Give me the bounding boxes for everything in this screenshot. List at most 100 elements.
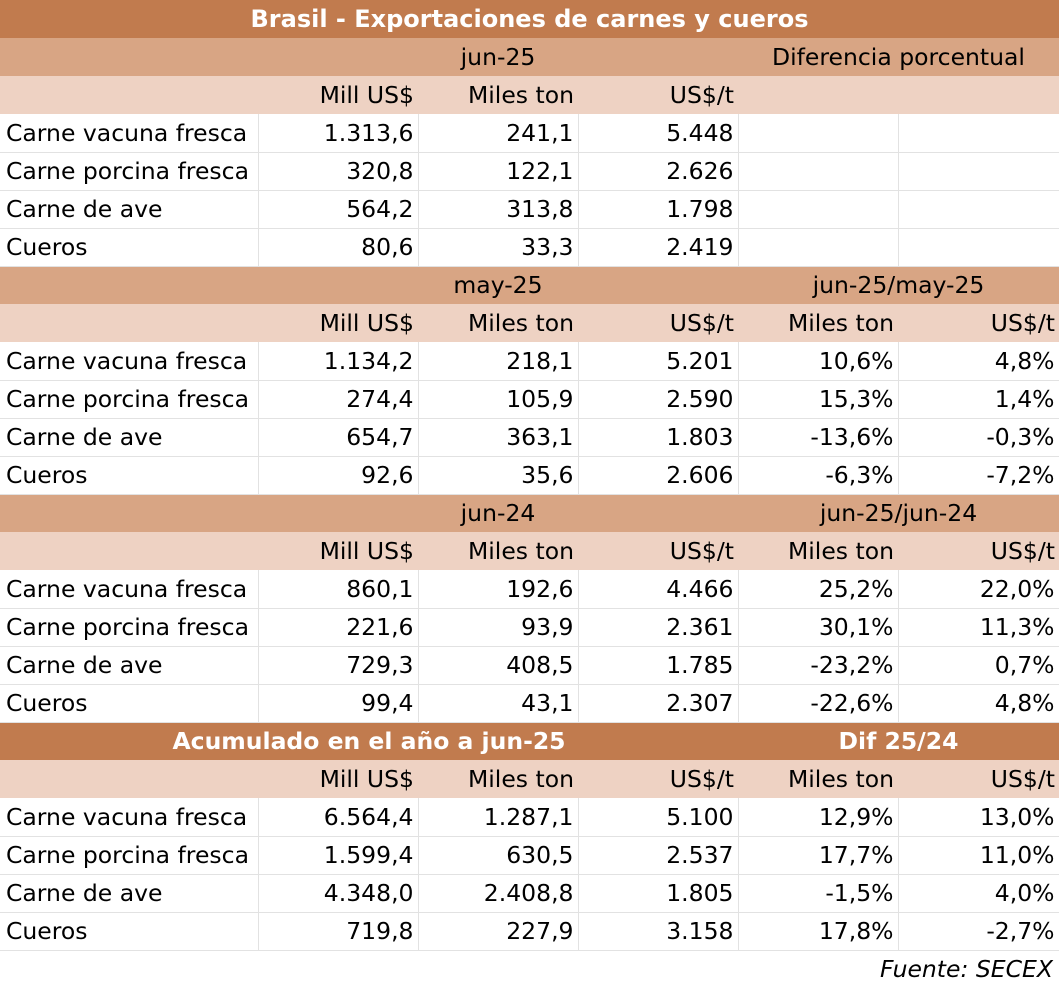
- row-label: Cueros: [0, 456, 259, 495]
- table-cell: 80,6: [258, 228, 419, 267]
- table-cell: 241,1: [418, 114, 579, 153]
- column-header: Miles ton: [418, 532, 578, 570]
- table-cell: [738, 152, 899, 191]
- table-row: Cueros 719,8 227,9 3.158 17,8% -2,7%: [0, 912, 1059, 951]
- column-header: US$/t: [578, 532, 738, 570]
- row-label: Carne vacuna fresca: [0, 798, 259, 837]
- table-cell: 99,4: [258, 684, 419, 723]
- column-header: Miles ton: [418, 760, 578, 798]
- row-label: Carne porcina fresca: [0, 608, 259, 647]
- table-cell: 122,1: [418, 152, 579, 191]
- table-cell: 43,1: [418, 684, 579, 723]
- column-header: Mill US$: [258, 76, 418, 114]
- section-header-row: jun-24 jun-25/jun-24: [0, 494, 1059, 532]
- row-label: Carne porcina fresca: [0, 152, 259, 191]
- table-cell: 1.134,2: [258, 342, 419, 381]
- column-header: US$/t: [898, 532, 1059, 570]
- table-cell: 218,1: [418, 342, 579, 381]
- table-cell: 274,4: [258, 380, 419, 419]
- table-cell: 2.537: [578, 836, 739, 875]
- table-cell: 2.590: [578, 380, 739, 419]
- title-row: Brasil - Exportaciones de carnes y cuero…: [0, 0, 1059, 38]
- table-row: Carne porcina fresca 221,6 93,9 2.361 30,1% 1…: [0, 608, 1059, 647]
- row-label: Carne de ave: [0, 418, 259, 457]
- table-cell: 719,8: [258, 912, 419, 951]
- table-cell: 4.348,0: [258, 874, 419, 913]
- section-header-blank: [0, 494, 258, 532]
- table-cell: 25,2%: [738, 570, 899, 609]
- section-diff-label: jun-25/jun-24: [738, 494, 1059, 532]
- table-cell: 320,8: [258, 152, 419, 191]
- section-period: may-25: [258, 266, 738, 304]
- table-cell: [898, 152, 1059, 191]
- table-cell: 17,8%: [738, 912, 899, 951]
- table-cell: 3.158: [578, 912, 739, 951]
- section-diff-label: Dif 25/24: [738, 722, 1059, 760]
- section-header-row: jun-25 Diferencia porcentual: [0, 38, 1059, 76]
- table-cell: 4,0%: [898, 874, 1059, 913]
- table-cell: -7,2%: [898, 456, 1059, 495]
- column-header: US$/t: [578, 76, 738, 114]
- table-cell: 2.626: [578, 152, 739, 191]
- table-row: Carne vacuna fresca 860,1 192,6 4.466 25,2% 2…: [0, 570, 1059, 609]
- row-label: Carne de ave: [0, 190, 259, 229]
- section-header-row: Acumulado en el año a jun-25 Dif 25/24: [0, 722, 1059, 760]
- source-note: Fuente: SECEX: [880, 955, 1053, 984]
- table-cell: -6,3%: [738, 456, 899, 495]
- table-cell: 13,0%: [898, 798, 1059, 837]
- table-cell: 1.785: [578, 646, 739, 685]
- row-label: Carne de ave: [0, 874, 259, 913]
- table-cell: 35,6: [418, 456, 579, 495]
- row-label: Carne porcina fresca: [0, 836, 259, 875]
- table-cell: 2.307: [578, 684, 739, 723]
- table-cell: 22,0%: [898, 570, 1059, 609]
- table-cell: 10,6%: [738, 342, 899, 381]
- table-cell: 4,8%: [898, 684, 1059, 723]
- table-cell: 30,1%: [738, 608, 899, 647]
- row-label: Cueros: [0, 912, 259, 951]
- table-cell: 1.798: [578, 190, 739, 229]
- row-label: Carne porcina fresca: [0, 380, 259, 419]
- table-cell: 5.201: [578, 342, 739, 381]
- table-cell: 729,3: [258, 646, 419, 685]
- table-cell: 408,5: [418, 646, 579, 685]
- table-cell: 5.100: [578, 798, 739, 837]
- column-header-blank: [0, 760, 258, 798]
- column-header-row: Mill US$ Miles ton US$/t Miles ton US$/t: [0, 532, 1059, 570]
- table-row: Carne vacuna fresca 1.134,2 218,1 5.201 10,6…: [0, 342, 1059, 381]
- column-header: Mill US$: [258, 304, 418, 342]
- table-cell: 4,8%: [898, 342, 1059, 381]
- column-header: Miles ton: [738, 760, 898, 798]
- table-cell: 363,1: [418, 418, 579, 457]
- table-cell: 654,7: [258, 418, 419, 457]
- section-header-blank: [0, 266, 258, 304]
- table-cell: 11,0%: [898, 836, 1059, 875]
- table-cell: -23,2%: [738, 646, 899, 685]
- table-cell: 6.564,4: [258, 798, 419, 837]
- section-header-row: may-25 jun-25/may-25: [0, 266, 1059, 304]
- table-cell: 0,7%: [898, 646, 1059, 685]
- table-cell: [738, 190, 899, 229]
- table-cell: [738, 228, 899, 267]
- table-cell: 630,5: [418, 836, 579, 875]
- table-cell: [898, 114, 1059, 153]
- table-cell: 93,9: [418, 608, 579, 647]
- table-cell: 1.287,1: [418, 798, 579, 837]
- table-cell: 564,2: [258, 190, 419, 229]
- column-header: Miles ton: [418, 304, 578, 342]
- table-title: Brasil - Exportaciones de carnes y cuero…: [0, 0, 1059, 38]
- table-cell: [898, 190, 1059, 229]
- table-cell: -13,6%: [738, 418, 899, 457]
- table-cell: 860,1: [258, 570, 419, 609]
- column-header: US$/t: [578, 304, 738, 342]
- table-cell: 5.448: [578, 114, 739, 153]
- column-header-row: Mill US$ Miles ton US$/t Miles ton US$/t: [0, 760, 1059, 798]
- table-cell: 17,7%: [738, 836, 899, 875]
- table-row: Cueros 92,6 35,6 2.606 -6,3% -7,2%: [0, 456, 1059, 495]
- table-cell: -1,5%: [738, 874, 899, 913]
- column-header-blank: [0, 76, 258, 114]
- table-row: Cueros 80,6 33,3 2.419: [0, 228, 1059, 267]
- column-header: [738, 76, 898, 114]
- table-cell: 1.313,6: [258, 114, 419, 153]
